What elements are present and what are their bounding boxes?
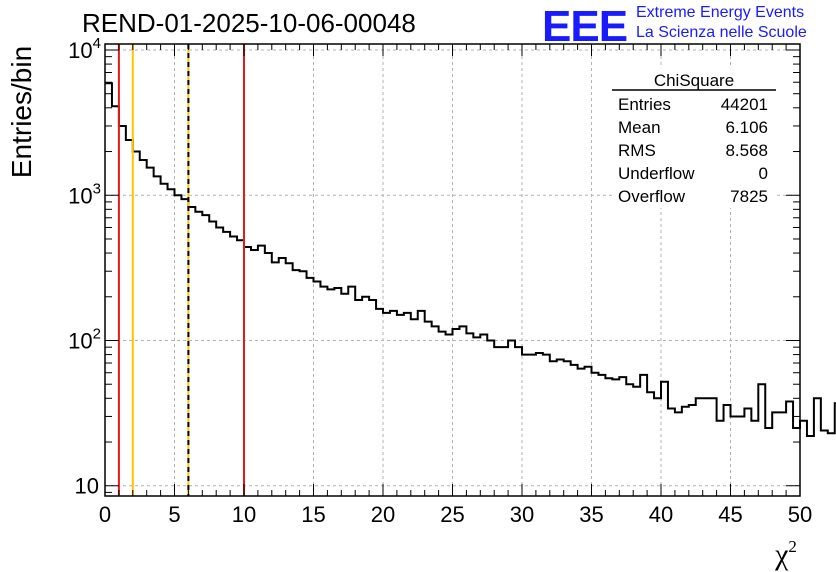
y-tick-label: 104 xyxy=(68,35,101,63)
x-tick-label: 30 xyxy=(510,502,534,527)
y-tick-label: 102 xyxy=(68,326,101,354)
logo-tagline-1: Extreme Energy Events xyxy=(636,4,805,21)
logo-tagline-2: La Scienza nelle Scuole xyxy=(636,24,807,41)
x-tick-label: 5 xyxy=(168,502,180,527)
x-tick-label: 50 xyxy=(788,502,812,527)
x-tick-label: 0 xyxy=(99,502,111,527)
stats-box xyxy=(612,68,776,208)
x-tick-label: 20 xyxy=(371,502,395,527)
stats-value: 44201 xyxy=(721,95,768,114)
stats-label: Mean xyxy=(618,118,661,137)
x-tick-label: 45 xyxy=(718,502,742,527)
stats-label: RMS xyxy=(618,141,656,160)
x-axis-label: χ2 xyxy=(774,537,797,571)
stats-value: 8.568 xyxy=(725,141,768,160)
stats-label: Underflow xyxy=(618,164,695,183)
stats-label: Entries xyxy=(618,95,671,114)
x-tick-label: 35 xyxy=(579,502,603,527)
histogram-line xyxy=(105,82,836,438)
stats-value: 6.106 xyxy=(725,118,768,137)
stats-value: 0 xyxy=(759,164,768,183)
x-tick-label: 10 xyxy=(232,502,256,527)
y-tick-label: 103 xyxy=(68,180,101,208)
y-tick-label: 10 xyxy=(75,474,99,499)
y-axis-label: Entries/bin xyxy=(6,46,37,178)
eee-logo: EEE xyxy=(542,2,628,51)
stats-title: ChiSquare xyxy=(654,71,734,90)
stats-label: Overflow xyxy=(618,187,686,206)
chart-title: REND-01-2025-10-06-00048 xyxy=(82,8,416,38)
x-tick-label: 25 xyxy=(440,502,464,527)
x-tick-label: 40 xyxy=(649,502,673,527)
stats-value: 7825 xyxy=(730,187,768,206)
x-tick-label: 15 xyxy=(301,502,325,527)
